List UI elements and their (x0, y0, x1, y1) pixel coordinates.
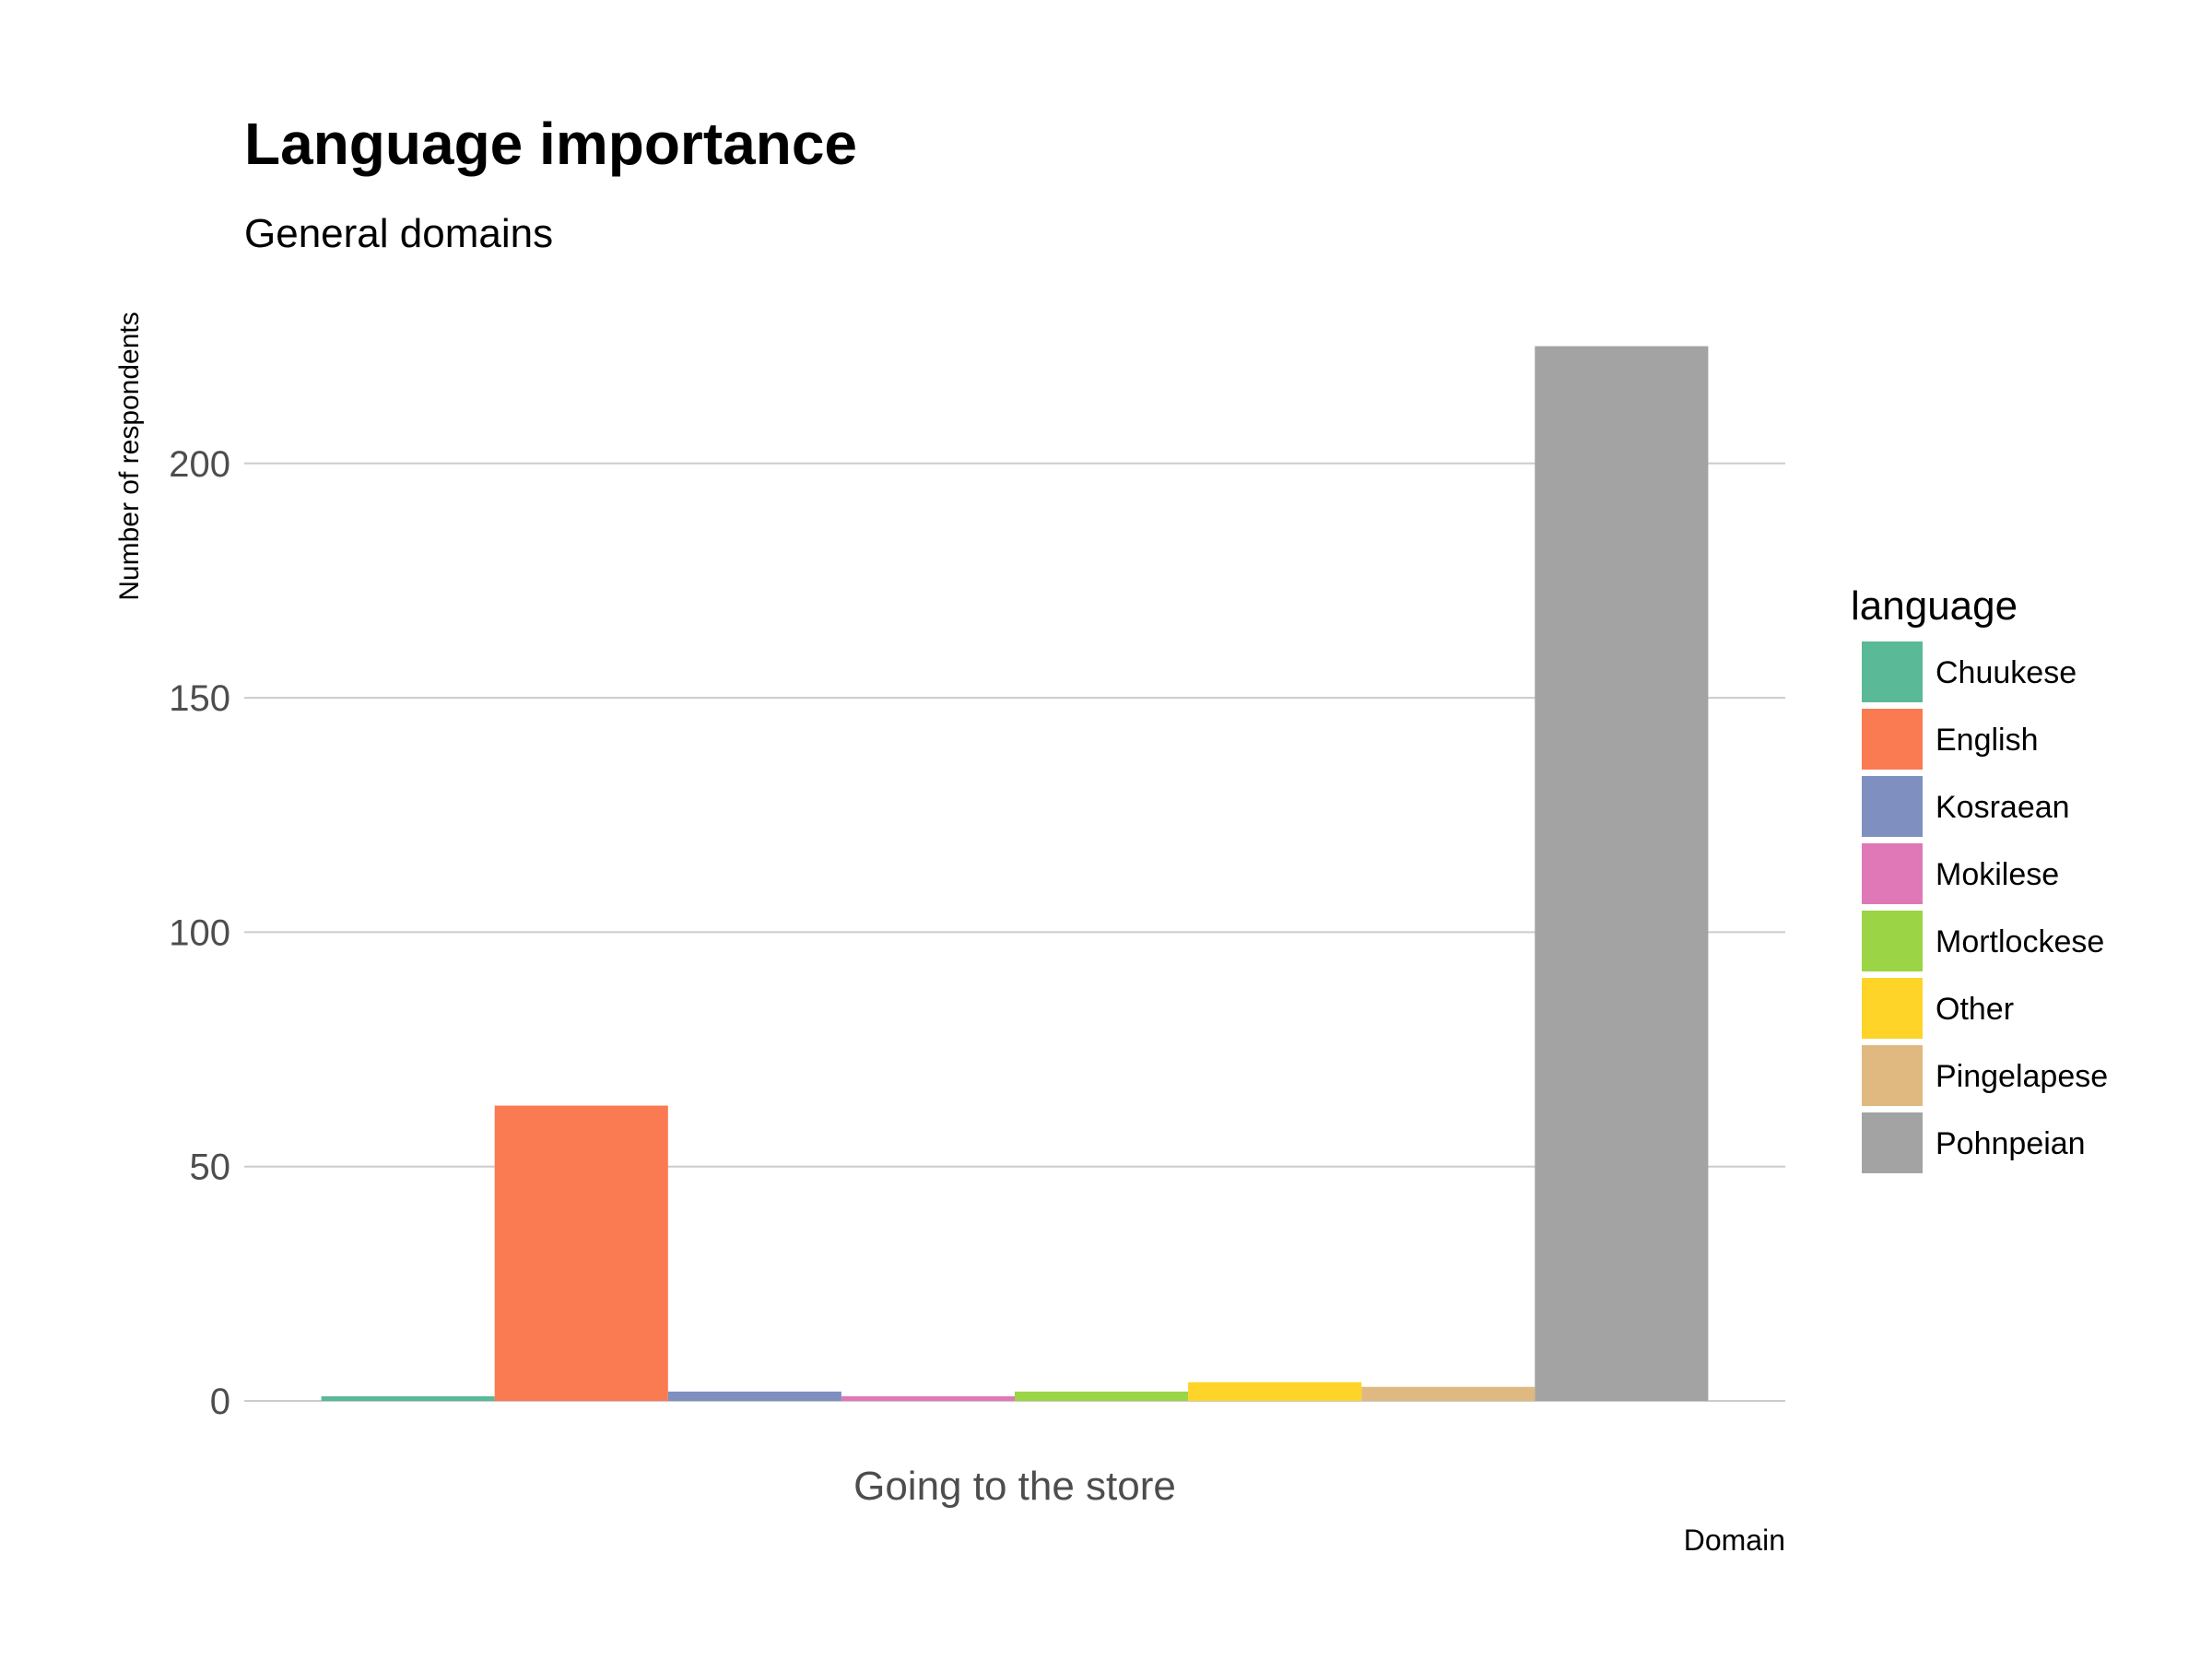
legend-title: language (1851, 583, 2018, 629)
y-tick-label: 0 (210, 1382, 230, 1422)
legend-key-mokilese (1862, 843, 1923, 904)
legend-label: Pohnpeian (1936, 1126, 2086, 1161)
bar-kosraean (667, 1391, 841, 1401)
legend-key-english (1862, 709, 1923, 770)
y-tick-label: 200 (169, 444, 230, 485)
y-tick-label: 100 (169, 912, 230, 953)
legend-items: Chuukese English Kosraean Mokilese Mortlocke… (1862, 641, 2108, 1173)
x-tick-label: Going to the store (853, 1464, 1176, 1509)
bar-pingelapese (1361, 1386, 1535, 1401)
legend-label: Mokilese (1936, 857, 2059, 892)
chart-title: Language importance (244, 111, 857, 177)
y-tick-label: 150 (169, 678, 230, 719)
legend-label: Mortlockese (1936, 924, 2104, 959)
legend-key-pingelapese (1862, 1045, 1923, 1106)
x-axis-ticks: Going to the store (853, 1464, 1176, 1509)
legend-label: Other (1936, 992, 2014, 1027)
bar-chuukese (321, 1395, 495, 1401)
legend-key-other (1862, 978, 1923, 1039)
bar-pohnpeian (1535, 346, 1709, 1401)
legend-key-kosraean (1862, 776, 1923, 837)
bar-english (494, 1105, 668, 1401)
legend-label: Pingelapese (1936, 1059, 2108, 1094)
bar-mokilese (841, 1395, 1015, 1401)
legend-key-chuukese (1862, 641, 1923, 702)
bar-other (1188, 1382, 1362, 1401)
legend-label: Kosraean (1936, 790, 2070, 825)
bars (321, 346, 1709, 1401)
legend-key-pohnpeian (1862, 1112, 1923, 1173)
chart-subtitle: General domains (244, 211, 553, 256)
legend-key-mortlockese (1862, 911, 1923, 971)
legend: language Chuukese English Kosraean Mokilese… (1851, 583, 2108, 1173)
x-axis-label: Domain (1684, 1524, 1785, 1557)
y-axis-ticks: 0 50 100 150 200 (169, 444, 230, 1422)
bar-mortlockese (1015, 1391, 1189, 1401)
legend-label: English (1936, 723, 2039, 758)
y-axis-label: Number of respondents (114, 312, 145, 601)
legend-label: Chuukese (1936, 655, 2077, 690)
y-tick-label: 50 (190, 1147, 231, 1188)
